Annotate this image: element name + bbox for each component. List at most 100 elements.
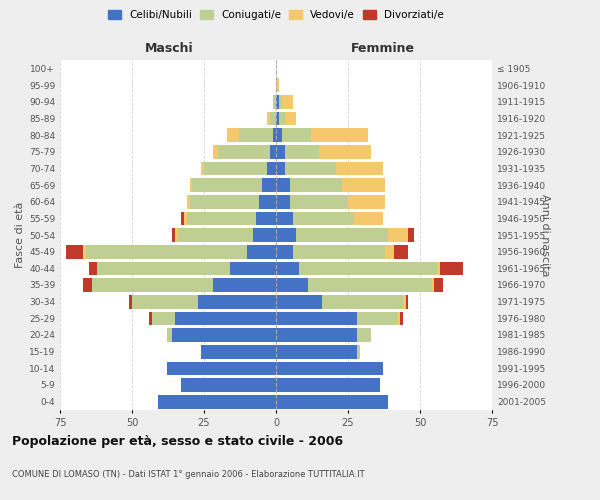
Bar [149, 312, 152, 325]
Bar [276, 378, 380, 392]
Bar [276, 278, 308, 292]
Bar [218, 145, 270, 158]
Bar [319, 145, 371, 158]
Bar [322, 295, 403, 308]
Bar [348, 195, 385, 208]
Bar [129, 295, 132, 308]
Bar [293, 245, 385, 258]
Bar [276, 395, 388, 408]
Bar [190, 178, 193, 192]
Bar [66, 245, 83, 258]
Bar [276, 145, 284, 158]
Bar [259, 195, 276, 208]
Bar [276, 178, 290, 192]
Bar [97, 262, 230, 275]
Bar [247, 245, 276, 258]
Bar [279, 95, 282, 108]
Text: Popolazione per età, sesso e stato civile - 2006: Popolazione per età, sesso e stato civil… [12, 435, 343, 448]
Bar [276, 162, 284, 175]
Bar [184, 212, 187, 225]
Bar [284, 162, 337, 175]
Bar [268, 162, 276, 175]
Bar [212, 145, 218, 158]
Bar [276, 312, 356, 325]
Bar [284, 145, 319, 158]
Bar [201, 162, 204, 175]
Bar [276, 262, 299, 275]
Bar [172, 228, 175, 242]
Bar [385, 245, 394, 258]
Bar [239, 128, 273, 142]
Bar [311, 128, 368, 142]
Bar [276, 95, 279, 108]
Bar [434, 278, 443, 292]
Bar [172, 328, 276, 342]
Bar [394, 245, 409, 258]
Bar [175, 228, 178, 242]
Bar [409, 228, 414, 242]
Bar [273, 128, 276, 142]
Bar [356, 328, 371, 342]
Bar [290, 178, 342, 192]
Bar [178, 228, 253, 242]
Bar [356, 312, 397, 325]
Bar [406, 295, 409, 308]
Bar [388, 228, 409, 242]
Bar [284, 112, 296, 125]
Bar [181, 378, 276, 392]
Text: COMUNE DI LOMASO (TN) - Dati ISTAT 1° gennaio 2006 - Elaborazione TUTTITALIA.IT: COMUNE DI LOMASO (TN) - Dati ISTAT 1° ge… [12, 470, 365, 479]
Bar [158, 395, 276, 408]
Bar [282, 95, 293, 108]
Bar [403, 295, 406, 308]
Y-axis label: Anni di nascita: Anni di nascita [540, 194, 550, 276]
Bar [175, 312, 276, 325]
Bar [290, 195, 348, 208]
Bar [276, 195, 290, 208]
Bar [337, 162, 383, 175]
Bar [198, 295, 276, 308]
Bar [276, 362, 383, 375]
Bar [256, 212, 276, 225]
Bar [227, 128, 239, 142]
Bar [253, 228, 276, 242]
Bar [282, 128, 311, 142]
Bar [270, 145, 276, 158]
Bar [152, 312, 175, 325]
Bar [356, 345, 359, 358]
Bar [437, 262, 440, 275]
Bar [293, 212, 354, 225]
Bar [167, 328, 172, 342]
Bar [181, 212, 184, 225]
Bar [187, 195, 190, 208]
Legend: Celibi/Nubili, Coniugati/e, Vedovi/e, Divorziati/e: Celibi/Nubili, Coniugati/e, Vedovi/e, Di… [106, 8, 446, 22]
Bar [276, 112, 279, 125]
Bar [167, 362, 276, 375]
Bar [230, 262, 276, 275]
Bar [276, 345, 356, 358]
Bar [354, 212, 383, 225]
Text: Maschi: Maschi [145, 42, 194, 55]
Bar [83, 278, 92, 292]
Y-axis label: Fasce di età: Fasce di età [15, 202, 25, 268]
Bar [201, 345, 276, 358]
Bar [276, 212, 293, 225]
Bar [193, 178, 262, 192]
Bar [276, 295, 322, 308]
Bar [279, 112, 284, 125]
Bar [86, 245, 247, 258]
Text: Femmine: Femmine [350, 42, 415, 55]
Bar [132, 295, 198, 308]
Bar [212, 278, 276, 292]
Bar [190, 195, 259, 208]
Bar [276, 128, 282, 142]
Bar [296, 228, 388, 242]
Bar [400, 312, 403, 325]
Bar [92, 278, 212, 292]
Bar [262, 178, 276, 192]
Bar [440, 262, 463, 275]
Bar [204, 162, 268, 175]
Bar [270, 112, 276, 125]
Bar [397, 312, 400, 325]
Bar [276, 78, 279, 92]
Bar [187, 212, 256, 225]
